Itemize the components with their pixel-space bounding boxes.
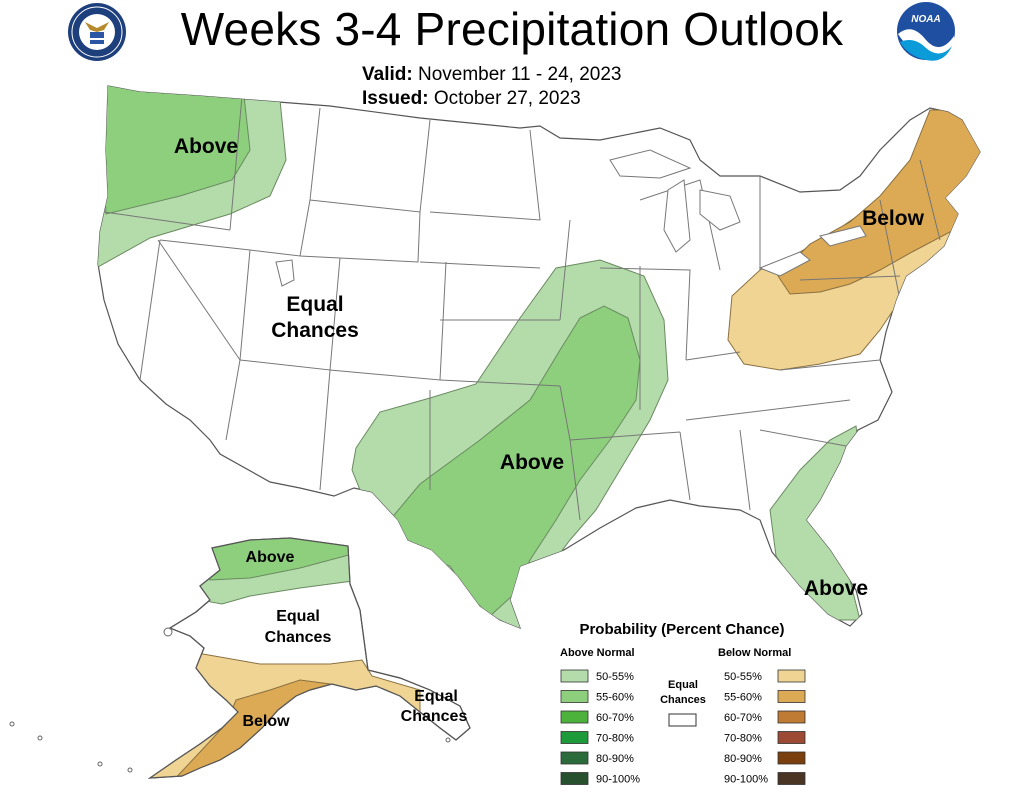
legend-below-swatch-0 [777, 669, 806, 683]
label-alaska-south-below: Below [242, 713, 290, 730]
legend-below-label-0: 50-55% [724, 671, 762, 683]
noaa-logo-icon: NOAA [897, 2, 955, 61]
conus-map [97, 85, 981, 630]
label-northeast-below: Below [862, 207, 925, 230]
legend-above-label-5: 90-100% [596, 774, 640, 786]
legend-above-swatch-1 [560, 690, 589, 703]
label-alaska-equal: Equal [276, 608, 320, 625]
legend-above-swatch-5 [560, 772, 589, 785]
label-alaska-north-above: Above [246, 549, 295, 566]
legend-above-swatch-3 [560, 731, 589, 744]
legend-above-swatch-0 [560, 669, 589, 683]
issued-label: Issued: [362, 88, 429, 109]
legend-below-rows: 50-55% 55-60% 60-70% 70-80% 80-90% 90-100% [724, 669, 806, 786]
label-west-chances: Chances [271, 319, 359, 342]
label-west-equal: Equal [286, 293, 343, 316]
legend-below-swatch-1 [777, 690, 806, 703]
legend-below-label-3: 70-80% [724, 733, 762, 745]
legend-above-label-4: 80-90% [596, 753, 634, 765]
valid-value: November 11 - 24, 2023 [417, 64, 622, 85]
label-southeast-above: Above [804, 577, 868, 600]
legend-above-label-0: 50-55% [596, 671, 634, 683]
label-panhandle-chances: Chances [401, 708, 468, 725]
alaska-map [9, 537, 471, 779]
issued-line: Issued: October 27, 2023 [362, 88, 581, 110]
legend-below-header: Below Normal [718, 647, 791, 659]
legend-above-swatch-4 [560, 751, 589, 765]
label-panhandle-equal: Equal [414, 688, 458, 705]
legend-below-label-1: 55-60% [724, 692, 762, 704]
legend-below-label-2: 60-70% [724, 712, 762, 724]
legend-below-swatch-3 [777, 731, 806, 744]
legend-title: Probability (Percent Chance) [579, 621, 784, 638]
legend-below-swatch-5 [777, 772, 806, 785]
noaa-logo-text: NOAA [911, 14, 940, 25]
region-labels: Above Equal Chances Above Below Above Ab… [174, 135, 925, 730]
legend-above-rows: 50-55% 55-60% 60-70% 70-80% 80-90% 90-100% [560, 669, 640, 786]
legend-equal-label-1: Equal [668, 679, 698, 691]
legend-above-label-3: 70-80% [596, 733, 634, 745]
legend-below-label-4: 80-90% [724, 753, 762, 765]
legend-below-label-5: 90-100% [724, 774, 768, 786]
label-alaska-chances: Chances [265, 629, 332, 646]
legend: Probability (Percent Chance) Above Norma… [560, 621, 806, 786]
label-northwest-above: Above [174, 135, 238, 158]
page-title: Weeks 3-4 Precipitation Outlook [180, 3, 844, 55]
valid-line: Valid: November 11 - 24, 2023 [362, 64, 621, 86]
valid-label: Valid: [362, 64, 413, 85]
legend-equal-swatch [668, 713, 697, 727]
legend-above-label-1: 55-60% [596, 692, 634, 704]
legend-below-swatch-4 [777, 751, 806, 765]
label-south-central-above: Above [500, 451, 564, 474]
doc-seal-icon [68, 3, 126, 61]
legend-equal-label-2: Chances [660, 694, 706, 706]
legend-above-header: Above Normal [560, 647, 635, 659]
issued-value: October 27, 2023 [433, 88, 581, 109]
legend-above-swatch-2 [560, 710, 589, 724]
legend-above-label-2: 60-70% [596, 712, 634, 724]
legend-below-swatch-2 [777, 710, 806, 724]
